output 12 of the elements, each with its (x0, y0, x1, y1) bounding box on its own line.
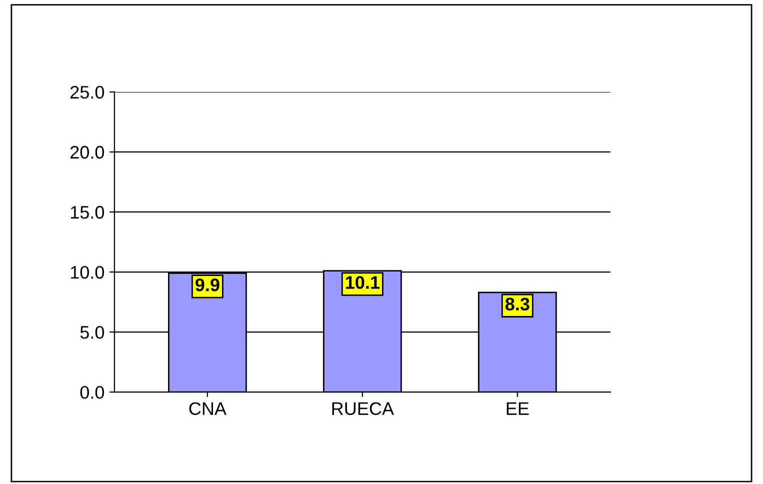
y-tick-label: 10.0 (70, 266, 104, 279)
data-label: 8.3 (505, 298, 530, 311)
y-tick-label: 5.0 (80, 326, 104, 339)
data-label: 9.9 (196, 278, 220, 292)
data-label: 10.1 (346, 276, 380, 289)
y-tick-label: 0.0 (80, 386, 104, 399)
x-tick-label: EE (506, 402, 529, 415)
y-tick-label: 25.0 (70, 86, 104, 99)
y-tick-label: 20.0 (70, 146, 104, 159)
y-tick-label: 15.0 (70, 206, 104, 219)
x-tick-label: CNA (189, 402, 226, 416)
x-tick-label: RUECA (332, 402, 394, 416)
